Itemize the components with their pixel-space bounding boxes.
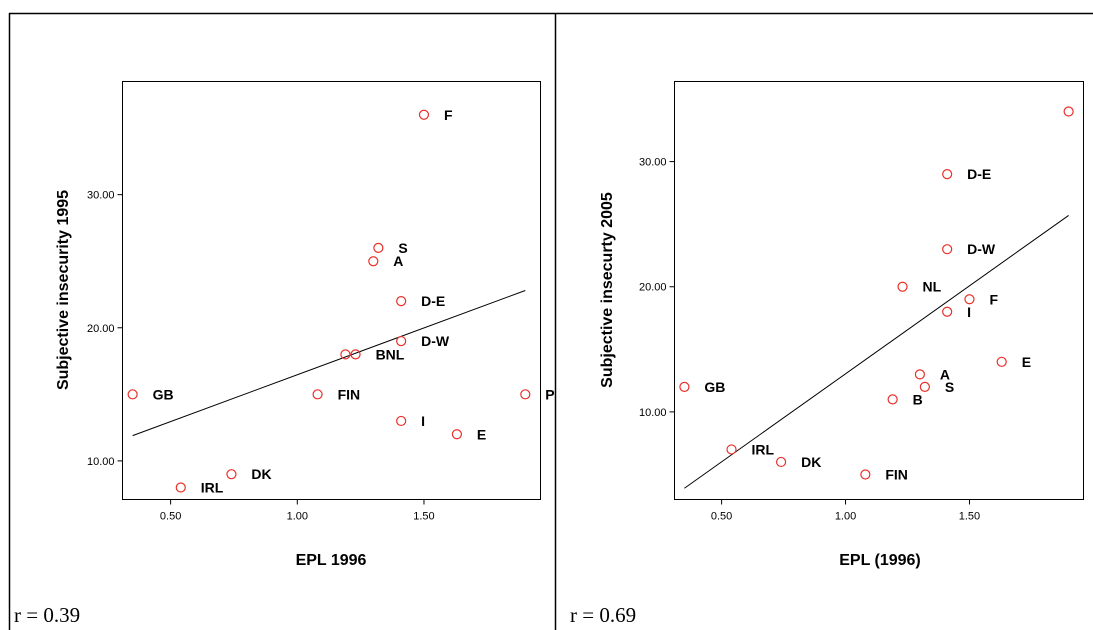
y-tick-label: 30.00 [87, 190, 115, 202]
data-point [312, 389, 323, 400]
x-tick-label: 1.50 [413, 511, 434, 523]
data-point [350, 349, 361, 360]
point-label: D-W [421, 333, 450, 349]
data-point [396, 335, 407, 347]
data-point [340, 349, 351, 360]
scatter-panel-1995: 0.50 1.00 1.50 10.00 20.00 30.00 F SA D-E D-W BNL G… [14, 81, 555, 627]
x-tick-label: 0.50 [160, 511, 181, 523]
data-point [919, 381, 930, 392]
point-label: F [444, 107, 453, 123]
x-tick-label: 1.50 [959, 511, 980, 523]
y-tick-label: 30.00 [639, 157, 667, 169]
point-label: DK [801, 454, 821, 470]
data-point [996, 356, 1007, 367]
point-label: DK [251, 466, 271, 482]
point-label: IRL [752, 441, 775, 457]
regression-line [684, 215, 1069, 489]
data-point [942, 169, 953, 180]
y-axis-title-2005: Subjective insecurty 2005 [599, 192, 616, 388]
data-point [396, 415, 407, 427]
regression-line [132, 290, 526, 437]
data-point [1063, 106, 1074, 117]
data-point [368, 256, 379, 267]
data-point [127, 389, 138, 400]
y-tick-label: 10.00 [639, 407, 667, 419]
data-point [396, 296, 407, 307]
correlation-label-1995: r = 0.39 [14, 603, 80, 627]
plot-area-1995 [122, 81, 541, 500]
data-point [175, 482, 186, 493]
data-point [520, 389, 531, 400]
x-tick-label: 1.00 [287, 511, 308, 523]
plot-area-2005 [674, 81, 1084, 500]
data-point [451, 429, 462, 440]
data-point [373, 242, 384, 254]
point-label: S [945, 379, 954, 395]
x-axis-title-2005: EPL (1996) [839, 552, 921, 569]
data-point [418, 109, 430, 120]
data-point [860, 469, 871, 480]
y-axis-title-1995: Subjective insecurity 1995 [55, 190, 72, 390]
point-label: D-E [421, 293, 445, 309]
data-point [964, 294, 975, 305]
data-point [942, 306, 953, 317]
point-label: I [967, 304, 971, 320]
point-label: GB [704, 379, 725, 395]
point-label: BNL [376, 346, 405, 362]
y-tick-label: 10.00 [87, 456, 115, 468]
data-point [914, 369, 926, 380]
data-point [942, 244, 953, 255]
point-label: A [940, 366, 950, 382]
point-label: FIN [885, 466, 908, 482]
point-label: FIN [338, 386, 361, 402]
chart-marks-2005: 0.50 1.00 1.50 10.00 20.00 30.00 D-E D-W NL F I E AS… [639, 106, 1074, 523]
point-label: F [989, 291, 998, 307]
x-tick-label: 1.00 [835, 511, 856, 523]
point-label: B [913, 391, 923, 407]
point-label: P [545, 386, 554, 402]
point-label: I [421, 413, 425, 429]
correlation-label-2005: r = 0.69 [570, 603, 636, 627]
data-point [887, 394, 898, 405]
point-label: D-W [967, 241, 996, 257]
data-point [679, 381, 690, 392]
data-point [775, 456, 787, 468]
data-point [226, 469, 237, 480]
point-label: A [393, 253, 403, 269]
scatter-panel-2005: 0.50 1.00 1.5010.0020.0030.00D-ED-WNLFIEAS… [570, 81, 1084, 627]
x-axis-title-1995: EPL 1996 [296, 552, 367, 569]
chart-marks-1995: 0.50 1.00 1.50 10.00 20.00 30.00 F SA D-E D-W BNL G… [87, 107, 555, 523]
point-label: IRL [201, 480, 224, 496]
y-tick-label: 20.00 [639, 282, 667, 294]
data-point [897, 281, 908, 292]
point-label: NL [923, 279, 942, 295]
point-label: E [477, 426, 486, 442]
data-point [726, 444, 737, 455]
point-label: E [1022, 354, 1031, 370]
y-tick-label: 20.00 [87, 323, 115, 335]
point-label: GB [153, 386, 174, 402]
point-label: S [398, 240, 407, 256]
x-tick-label: 0.50 [711, 511, 732, 523]
point-label: D-E [967, 166, 991, 182]
